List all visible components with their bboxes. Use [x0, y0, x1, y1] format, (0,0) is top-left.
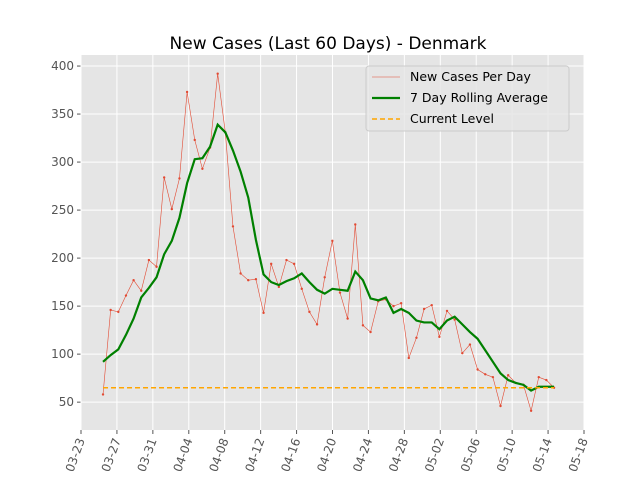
- x-tick-label: 05-14: [530, 436, 555, 474]
- point: [277, 285, 281, 289]
- point: [361, 324, 365, 327]
- point: [132, 278, 135, 282]
- x-tick-label: 05-10: [494, 436, 519, 474]
- point: [491, 375, 495, 379]
- legend-label: New Cases Per Day: [410, 69, 531, 84]
- point: [529, 409, 533, 412]
- point: [162, 176, 166, 179]
- point: [262, 311, 265, 315]
- point: [506, 374, 510, 377]
- point: [461, 351, 464, 355]
- y-tick-label: 100: [51, 347, 74, 361]
- point: [147, 258, 151, 262]
- legend: New Cases Per Day 7 Day Rolling Average Cu…: [365, 65, 570, 132]
- x-tick-label: 04-28: [386, 436, 411, 474]
- y-tick-label: 150: [51, 299, 74, 313]
- point: [201, 167, 204, 170]
- x-tick-label: 05-18: [566, 436, 591, 474]
- y-tick-label: 400: [51, 59, 74, 73]
- point: [300, 287, 303, 291]
- point: [124, 294, 128, 297]
- x-tick-label: 03-23: [63, 436, 88, 474]
- x-tick-label: 05-02: [422, 436, 447, 474]
- point: [468, 343, 472, 346]
- legend-label: 7 Day Rolling Average: [410, 90, 548, 105]
- point: [285, 258, 288, 262]
- point: [140, 289, 143, 292]
- point: [216, 72, 219, 75]
- x-tick-label: 03-27: [99, 436, 124, 474]
- point: [484, 373, 487, 376]
- y-tick-label: 200: [51, 251, 74, 265]
- point: [331, 239, 334, 243]
- y-tick-label: 350: [51, 107, 74, 121]
- point: [117, 310, 120, 314]
- point: [415, 336, 418, 340]
- series-line: [102, 122, 555, 392]
- point: [269, 262, 273, 266]
- point: [445, 309, 449, 313]
- x-tick-label: 04-24: [350, 436, 375, 474]
- chart-title: New Cases (Last 60 Days) - Denmark: [170, 34, 487, 54]
- point: [399, 302, 403, 305]
- point: [438, 335, 441, 339]
- point: [338, 291, 342, 294]
- x-tick-label: 04-16: [278, 436, 303, 474]
- point: [101, 393, 105, 396]
- point: [453, 318, 456, 321]
- y-tick-label: 300: [51, 155, 74, 169]
- point: [247, 278, 250, 282]
- point: [109, 308, 112, 312]
- point: [369, 330, 372, 334]
- x-tick-label: 04-20: [314, 436, 339, 474]
- point: [193, 138, 196, 142]
- x-tick-label: 04-08: [206, 436, 231, 474]
- legend-label: Current Level: [410, 111, 494, 126]
- point: [422, 307, 426, 311]
- point: [537, 375, 540, 379]
- point: [545, 378, 548, 382]
- series-line: [102, 73, 555, 412]
- point: [476, 368, 479, 371]
- point: [292, 262, 296, 266]
- y-tick-label: 250: [51, 203, 74, 217]
- point: [354, 223, 357, 226]
- point: [323, 276, 326, 279]
- point: [392, 304, 395, 308]
- x-tick-label: 04-04: [171, 436, 196, 474]
- point: [308, 310, 311, 314]
- legend-box: [365, 65, 570, 132]
- point: [239, 272, 242, 275]
- point: [346, 317, 349, 320]
- point: [430, 303, 433, 307]
- point: [407, 356, 410, 360]
- point: [170, 207, 174, 211]
- point: [155, 265, 158, 268]
- point: [185, 90, 189, 94]
- point: [499, 404, 502, 408]
- point: [231, 225, 235, 228]
- point: [315, 323, 319, 326]
- x-tick-label: 04-12: [242, 436, 267, 474]
- point: [178, 177, 181, 180]
- x-tick-label: 03-31: [135, 436, 160, 474]
- y-tick-label: 50: [59, 395, 74, 409]
- point: [254, 278, 258, 281]
- x-tick-label: 05-06: [458, 436, 483, 474]
